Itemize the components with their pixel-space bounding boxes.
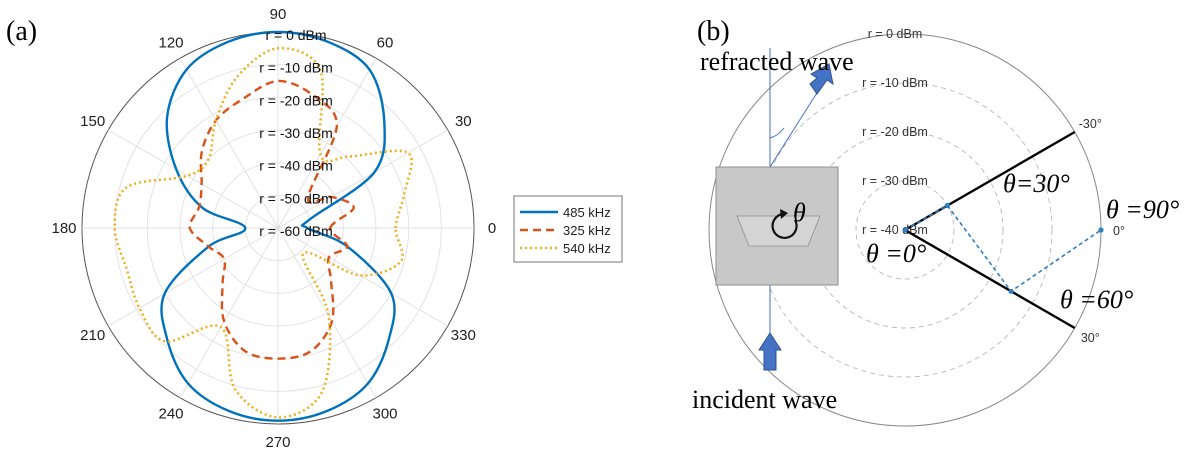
grid-spoke: [108, 227, 279, 327]
theta-tick-label-b: -30°: [1079, 117, 1102, 131]
label-theta-30: θ=30°: [1003, 169, 1070, 198]
grid-spoke: [277, 227, 377, 398]
theta-tick-label: 180: [51, 220, 76, 237]
sector-boundary-line: [904, 130, 1076, 232]
r-label: r = 0 dBm: [265, 27, 326, 43]
theta-tick-label: 60: [377, 35, 394, 52]
incident-wave-label: incident wave: [692, 385, 837, 414]
data-point: [944, 202, 951, 209]
grid-spoke: [277, 227, 448, 327]
data-point: [902, 227, 908, 233]
theta-tick-label-b: 0°: [1113, 224, 1125, 238]
grid-circle-dashed: [855, 180, 955, 280]
series-line-325-kHz: [188, 79, 355, 360]
r-label-b: r = -30 dBm: [862, 174, 928, 188]
sector-boundary-line: [904, 228, 1076, 330]
polar-series-a: [113, 30, 413, 422]
refraction-angle-arc: [769, 127, 785, 139]
data-point: [1098, 227, 1104, 233]
grid-spoke: [277, 129, 448, 229]
theta-tick-label: 210: [80, 327, 105, 344]
legend-label-540: 540 kHz: [563, 241, 611, 256]
r-label: r = -40 dBm: [259, 158, 333, 174]
theta-tick-label-b: 30°: [1081, 331, 1100, 345]
rotation-sector: [736, 215, 821, 247]
rotation-theta-symbol: θ: [793, 198, 806, 227]
theta-tick-label: 90: [270, 6, 287, 23]
theta-tick-label: 30: [455, 113, 472, 130]
rotation-arrow-icon: [771, 212, 798, 239]
label-theta-90: θ =90°: [1106, 195, 1179, 224]
theta-tick-label: 240: [158, 405, 183, 422]
theta-tick-label: 300: [372, 405, 397, 422]
r-label: r = -60 dBm: [259, 223, 333, 239]
grid-spoke: [108, 129, 279, 229]
legend-box: [513, 195, 623, 263]
theta-tick-label: 0: [488, 220, 496, 237]
r-label: r = -10 dBm: [259, 60, 333, 76]
theta-ticks-a: 0 30 60 90 120 150 180 210 240 270 300 330: [51, 6, 496, 451]
panel-label-a: (a): [6, 16, 37, 47]
series-line-485-kHz: [160, 30, 396, 422]
r-label-b: r = -20 dBm: [862, 125, 928, 139]
r-label: r = -20 dBm: [259, 92, 333, 108]
refracted-wave-label: refracted wave: [700, 47, 854, 76]
theta-tick-label: 270: [265, 434, 290, 451]
r-labels-a: r = 0 dBm r = -10 dBm r = -20 dBm r = -30 d…: [259, 27, 333, 239]
refracted-ray: [769, 87, 821, 168]
incident-arrow-icon: [758, 332, 782, 371]
theta-tick-label: 120: [158, 35, 183, 52]
legend-label-485: 485 kHz: [563, 205, 611, 220]
data-point: [1008, 288, 1014, 294]
label-theta-0: θ =0°: [866, 239, 926, 268]
theta-tick-label: 150: [80, 113, 105, 130]
points-b: [902, 202, 1104, 294]
refracted-arrow-icon: [809, 63, 834, 95]
r-label-b: r = 0 dBm: [868, 27, 923, 41]
r-label-b: r = -40 dBm: [862, 223, 928, 237]
grid-spoke: [179, 227, 279, 398]
grid-spoke: [277, 58, 377, 229]
legend: 485 kHz 325 kHz 540 kHz: [513, 195, 623, 263]
sector-boundaries-b: [904, 130, 1076, 330]
connecting-path: [904, 204, 1102, 293]
rotation-arrow-head-icon: [780, 209, 788, 219]
theta-tick-label: 330: [451, 327, 476, 344]
r-label: r = -50 dBm: [259, 190, 333, 206]
r-label: r = -30 dBm: [259, 125, 333, 141]
r-label-b: r = -10 dBm: [862, 76, 928, 90]
legend-label-325: 325 kHz: [563, 223, 611, 238]
label-theta-60: θ =60°: [1060, 285, 1133, 314]
grid-spoke: [179, 58, 279, 229]
panel-label-b: (b): [697, 16, 730, 47]
